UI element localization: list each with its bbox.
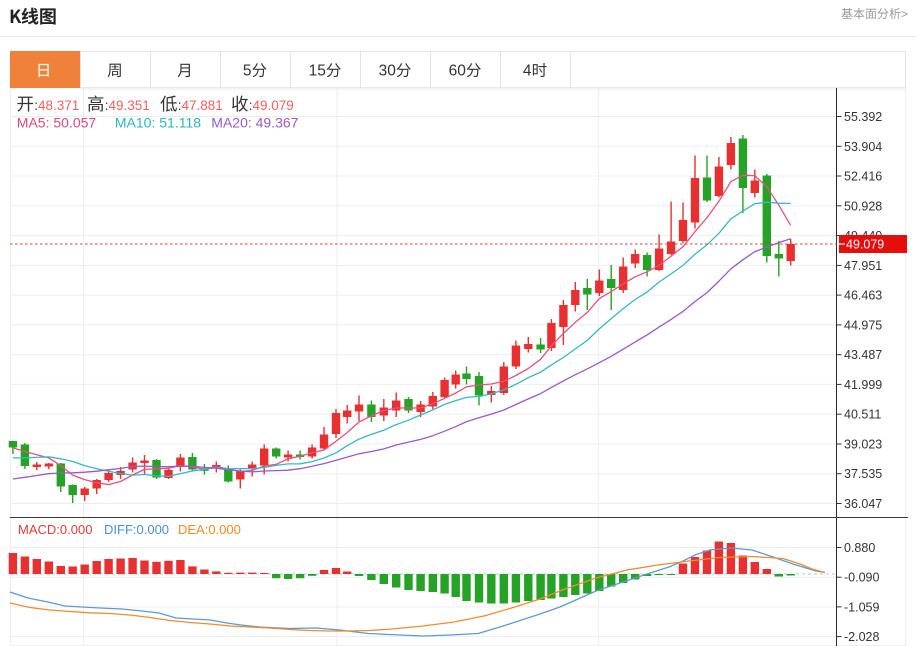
svg-text:MA10: 51.118: MA10: 51.118 [115, 114, 201, 130]
svg-text:47.881: 47.881 [182, 98, 223, 113]
svg-text:49.351: 49.351 [109, 98, 150, 113]
svg-text:60: 60 [449, 63, 467, 80]
svg-text:15: 15 [309, 63, 326, 80]
svg-text:49.079: 49.079 [846, 238, 884, 252]
svg-text::: : [105, 98, 109, 113]
svg-text:30: 30 [379, 63, 397, 80]
svg-text:MACD:0.000: MACD:0.000 [18, 522, 92, 537]
svg-text::: : [249, 98, 253, 113]
svg-text:39.023: 39.023 [844, 438, 882, 452]
svg-text:5: 5 [243, 63, 252, 80]
svg-text:-1.059: -1.059 [844, 600, 879, 614]
svg-text:>: > [901, 7, 908, 21]
svg-text:55.392: 55.392 [844, 110, 882, 124]
svg-text:43.487: 43.487 [844, 348, 882, 362]
svg-text:49.079: 49.079 [253, 98, 294, 113]
svg-text:41.999: 41.999 [844, 378, 882, 392]
svg-text:MA20: 49.367: MA20: 49.367 [211, 114, 298, 130]
svg-text:50.928: 50.928 [844, 199, 882, 213]
svg-text:47.951: 47.951 [844, 259, 882, 273]
svg-text:36.047: 36.047 [844, 497, 882, 511]
svg-text:40.511: 40.511 [844, 408, 881, 422]
svg-text:DEA:0.000: DEA:0.000 [178, 522, 241, 537]
svg-text:37.535: 37.535 [844, 467, 882, 481]
svg-text:44.975: 44.975 [844, 318, 882, 332]
svg-text:53.904: 53.904 [844, 140, 882, 154]
svg-text:0.880: 0.880 [844, 541, 875, 555]
svg-text:46.463: 46.463 [844, 289, 882, 303]
svg-text::: : [178, 98, 182, 113]
svg-text:-2.028: -2.028 [844, 630, 879, 644]
svg-text:4: 4 [523, 63, 532, 80]
svg-text::: : [34, 98, 38, 113]
svg-text:-0.090: -0.090 [844, 571, 879, 585]
svg-text:MA5: 50.057: MA5: 50.057 [17, 114, 97, 130]
svg-text:52.416: 52.416 [844, 170, 882, 184]
svg-text:48.371: 48.371 [38, 98, 79, 113]
svg-text:DIFF:0.000: DIFF:0.000 [104, 522, 169, 537]
